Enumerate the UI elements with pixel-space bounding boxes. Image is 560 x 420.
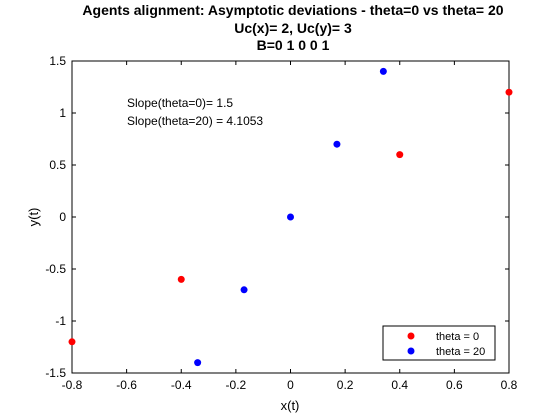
chart-title-line-2: Uc(x)= 2, Uc(y)= 3 bbox=[234, 20, 352, 36]
y-tick-label: 0 bbox=[59, 210, 66, 224]
legend-label-theta-20: theta = 20 bbox=[436, 346, 485, 358]
annotation-slope-theta-20: Slope(theta=20) = 4.1053 bbox=[127, 114, 263, 128]
y-tick-label: 1 bbox=[59, 106, 66, 120]
x-axis-label: x(t) bbox=[281, 398, 300, 413]
x-tick-label: 0.8 bbox=[501, 378, 518, 392]
x-tick-label: -0.4 bbox=[171, 378, 192, 392]
data-point-series-1 bbox=[333, 140, 341, 148]
data-point-series-0 bbox=[505, 88, 513, 96]
x-tick-label: -0.8 bbox=[62, 378, 83, 392]
legend: theta = 0 theta = 20 bbox=[382, 325, 496, 361]
y-tick-label: -1 bbox=[55, 314, 66, 328]
x-tick-label: -0.6 bbox=[116, 378, 137, 392]
y-tick-label: 0.5 bbox=[49, 158, 66, 172]
data-point-series-1 bbox=[287, 213, 294, 221]
annotation-slope-theta-0: Slope(theta=0)= 1.5 bbox=[127, 96, 233, 110]
x-tick-label: 0.2 bbox=[337, 378, 354, 392]
data-point-series-1 bbox=[194, 359, 202, 367]
x-tick-label: 0 bbox=[287, 378, 294, 392]
legend-marker-theta-20 bbox=[407, 347, 415, 355]
x-tick-label: 0.6 bbox=[446, 378, 463, 392]
x-tick-label: 0.4 bbox=[391, 378, 408, 392]
legend-box bbox=[382, 325, 496, 361]
data-point-series-0 bbox=[396, 151, 404, 159]
y-tick-label: 1.5 bbox=[49, 54, 66, 68]
chart-title-line-1: Agents alignment: Asymptotic deviations … bbox=[82, 2, 503, 18]
y-tick-label: -1.5 bbox=[45, 366, 66, 380]
chart-title-line-3: B=0 1 0 0 1 bbox=[257, 37, 330, 53]
y-axis-ticks: -1.5 -1 -0.5 0 0.5 1 1.5 bbox=[45, 54, 509, 380]
y-tick-label: -0.5 bbox=[45, 262, 66, 276]
data-point-series-1 bbox=[379, 67, 387, 75]
y-axis-label: y(t) bbox=[26, 208, 41, 227]
data-point-series-0 bbox=[68, 338, 76, 346]
data-points bbox=[68, 67, 513, 367]
legend-label-theta-0: theta = 0 bbox=[436, 331, 479, 343]
x-axis-ticks: -0.8 -0.6 -0.4 -0.2 0 0.2 0.4 0.6 0.8 bbox=[62, 61, 518, 392]
data-point-series-1 bbox=[240, 286, 248, 294]
x-tick-label: -0.2 bbox=[226, 378, 247, 392]
legend-marker-theta-0 bbox=[407, 332, 415, 340]
data-point-series-0 bbox=[177, 275, 185, 283]
